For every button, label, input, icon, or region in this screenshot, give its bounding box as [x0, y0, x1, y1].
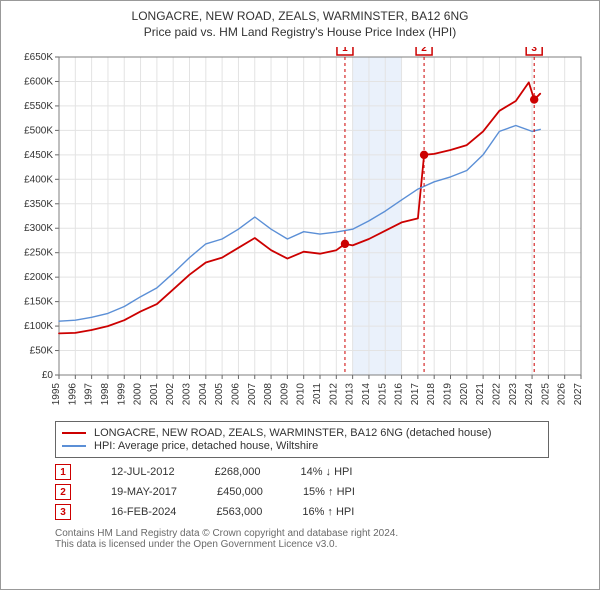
sale-delta: 14% ↓ HPI [300, 466, 352, 478]
svg-text:2010: 2010 [296, 383, 307, 406]
sale-row: 2 19-MAY-2017 £450,000 15% ↑ HPI [55, 484, 589, 500]
attribution-footer: Contains HM Land Registry data © Crown c… [55, 528, 589, 550]
svg-text:2005: 2005 [214, 383, 225, 406]
svg-text:2015: 2015 [377, 383, 388, 406]
svg-text:2027: 2027 [573, 383, 584, 406]
sale-row: 3 16-FEB-2024 £563,000 16% ↑ HPI [55, 504, 589, 520]
svg-text:1998: 1998 [100, 383, 111, 406]
svg-text:£300K: £300K [24, 223, 53, 234]
svg-text:£100K: £100K [24, 321, 53, 332]
sales-table: 1 12-JUL-2012 £268,000 14% ↓ HPI 2 19-MA… [55, 464, 589, 520]
legend-item: LONGACRE, NEW ROAD, ZEALS, WARMINSTER, B… [62, 427, 542, 439]
legend: LONGACRE, NEW ROAD, ZEALS, WARMINSTER, B… [55, 421, 549, 458]
svg-text:2020: 2020 [459, 383, 470, 406]
sale-marker-badge: 2 [55, 484, 71, 500]
sale-marker-badge: 3 [55, 504, 71, 520]
sale-delta: 16% ↑ HPI [302, 506, 354, 518]
svg-text:£600K: £600K [24, 76, 53, 87]
svg-text:1996: 1996 [67, 383, 78, 406]
svg-text:£550K: £550K [24, 101, 53, 112]
chart-card: LONGACRE, NEW ROAD, ZEALS, WARMINSTER, B… [0, 0, 600, 590]
svg-text:2023: 2023 [508, 383, 519, 406]
svg-text:£50K: £50K [30, 346, 54, 357]
svg-text:2024: 2024 [524, 383, 535, 406]
sale-delta: 15% ↑ HPI [303, 486, 355, 498]
svg-text:£350K: £350K [24, 199, 53, 210]
svg-text:1999: 1999 [116, 383, 127, 406]
sale-date: 16-FEB-2024 [111, 506, 176, 518]
svg-text:2026: 2026 [557, 383, 568, 406]
chart-title-line2: Price paid vs. HM Land Registry's House … [11, 25, 589, 39]
svg-text:£0: £0 [42, 370, 54, 381]
svg-text:2008: 2008 [263, 383, 274, 406]
svg-text:£250K: £250K [24, 248, 53, 259]
svg-text:1: 1 [342, 47, 348, 54]
svg-text:1997: 1997 [84, 383, 95, 406]
svg-text:2021: 2021 [475, 383, 486, 406]
svg-text:2022: 2022 [491, 383, 502, 406]
svg-text:£500K: £500K [24, 125, 53, 136]
sale-price: £563,000 [216, 506, 262, 518]
legend-swatch [62, 445, 86, 447]
sale-marker-badge: 1 [55, 464, 71, 480]
chart-title-line1: LONGACRE, NEW ROAD, ZEALS, WARMINSTER, B… [11, 9, 589, 23]
chart-area: £0 £50K £100K £150K £200K £250K £300K £350K £400… [11, 47, 589, 417]
footer-line2: This data is licensed under the Open Gov… [55, 539, 589, 550]
svg-text:2011: 2011 [312, 383, 323, 405]
svg-text:2009: 2009 [279, 383, 290, 406]
svg-text:2003: 2003 [182, 383, 193, 406]
svg-text:2006: 2006 [230, 383, 241, 406]
svg-text:2: 2 [421, 47, 427, 54]
svg-text:2017: 2017 [410, 383, 421, 406]
svg-text:£200K: £200K [24, 272, 53, 283]
legend-item: HPI: Average price, detached house, Wilt… [62, 440, 542, 452]
legend-label: HPI: Average price, detached house, Wilt… [94, 440, 318, 452]
footer-line1: Contains HM Land Registry data © Crown c… [55, 528, 589, 539]
svg-text:£400K: £400K [24, 174, 53, 185]
svg-text:2019: 2019 [443, 383, 454, 406]
legend-swatch [62, 432, 86, 434]
chart-svg: £0 £50K £100K £150K £200K £250K £300K £350K £400… [11, 47, 589, 417]
svg-text:2014: 2014 [361, 383, 372, 406]
svg-text:2002: 2002 [165, 383, 176, 406]
svg-text:2018: 2018 [426, 383, 437, 406]
svg-text:2025: 2025 [540, 383, 551, 406]
sale-price: £268,000 [215, 466, 261, 478]
svg-text:2004: 2004 [198, 383, 209, 406]
sale-row: 1 12-JUL-2012 £268,000 14% ↓ HPI [55, 464, 589, 480]
svg-text:2000: 2000 [133, 383, 144, 406]
svg-text:3: 3 [531, 47, 537, 54]
svg-text:2007: 2007 [247, 383, 258, 406]
svg-text:£150K: £150K [24, 297, 53, 308]
svg-text:2016: 2016 [394, 383, 405, 406]
sale-date: 12-JUL-2012 [111, 466, 175, 478]
legend-label: LONGACRE, NEW ROAD, ZEALS, WARMINSTER, B… [94, 427, 492, 439]
sale-date: 19-MAY-2017 [111, 486, 177, 498]
svg-text:2013: 2013 [345, 383, 356, 406]
svg-text:2012: 2012 [328, 383, 339, 406]
svg-text:1995: 1995 [51, 383, 62, 406]
svg-text:2001: 2001 [149, 383, 160, 406]
sale-price: £450,000 [217, 486, 263, 498]
svg-text:£450K: £450K [24, 150, 53, 161]
svg-text:£650K: £650K [24, 52, 53, 63]
